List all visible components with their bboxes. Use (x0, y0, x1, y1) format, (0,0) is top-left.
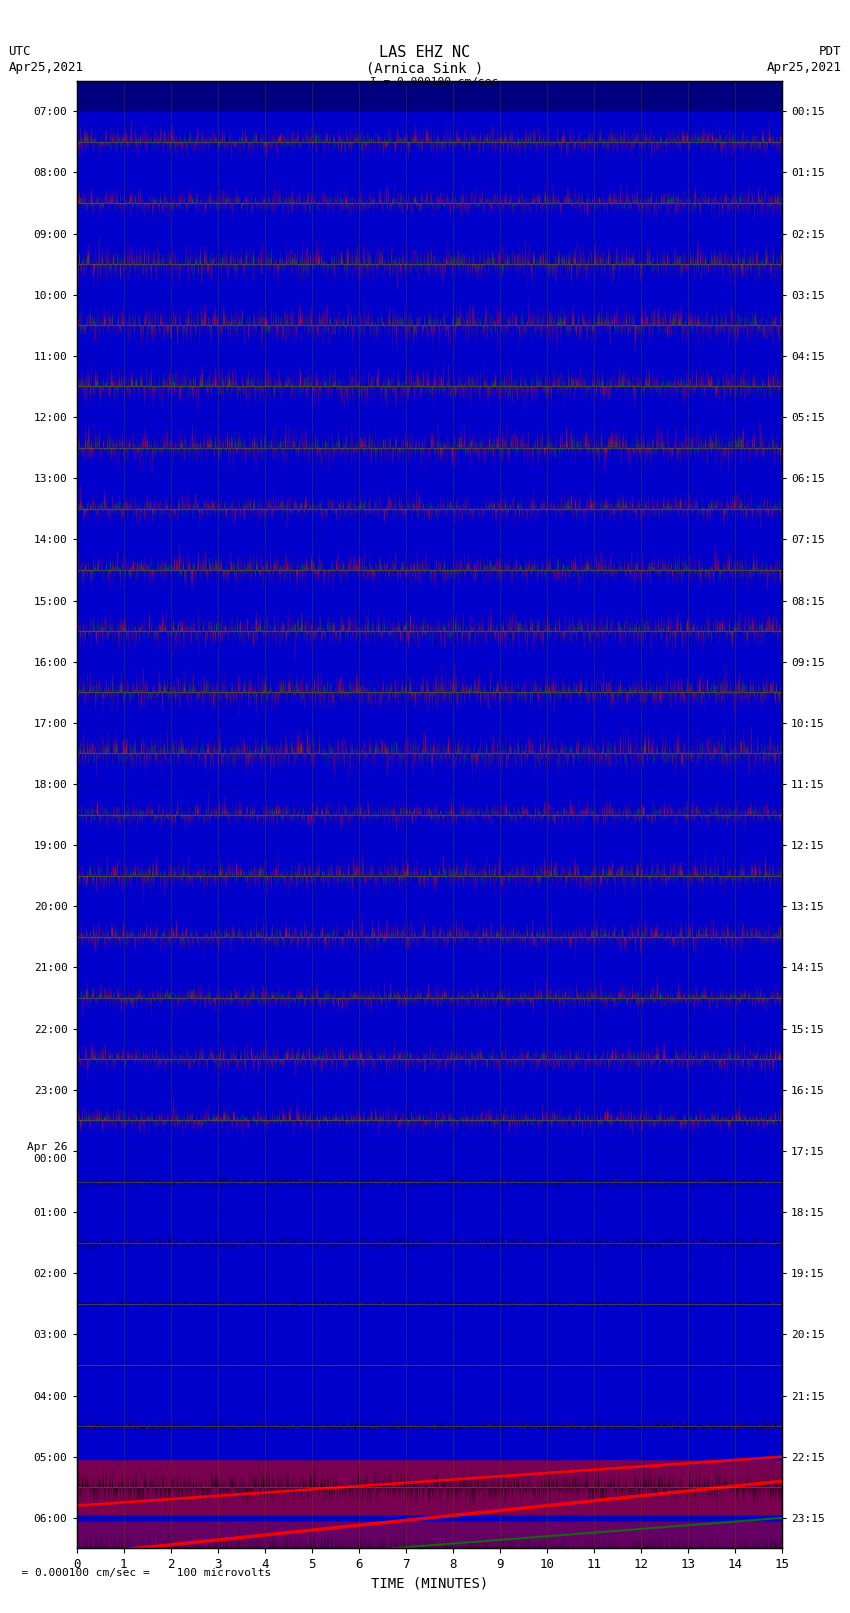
Text: Apr25,2021: Apr25,2021 (8, 61, 83, 74)
Text: Apr25,2021: Apr25,2021 (767, 61, 842, 74)
Text: (Arnica Sink ): (Arnica Sink ) (366, 61, 484, 76)
Text: UTC: UTC (8, 45, 31, 58)
Text: LAS EHZ NC: LAS EHZ NC (379, 45, 471, 60)
X-axis label: TIME (MINUTES): TIME (MINUTES) (371, 1578, 488, 1590)
Text: PDT: PDT (819, 45, 842, 58)
Text: I = 0.000100 cm/sec: I = 0.000100 cm/sec (370, 77, 498, 87)
Text: = 0.000100 cm/sec =    100 microvolts: = 0.000100 cm/sec = 100 microvolts (8, 1568, 272, 1578)
